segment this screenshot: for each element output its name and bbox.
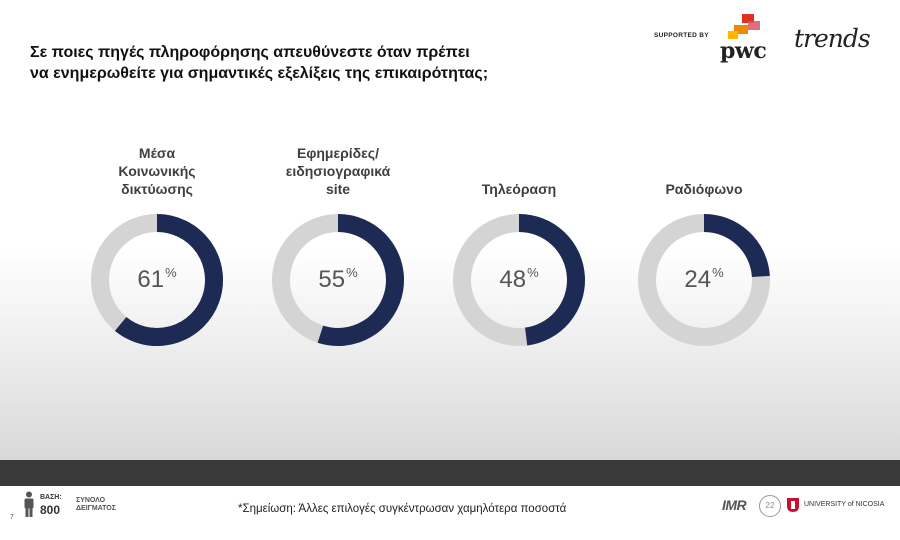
university-shield-icon xyxy=(787,498,799,512)
base-label: ΒΑΣΗ: xyxy=(40,494,62,501)
pwc-logo-mark-icon xyxy=(728,14,760,39)
page-number: 7 xyxy=(10,514,14,521)
category-label-line: Ραδιόφωνο xyxy=(665,181,743,197)
value-unit: % xyxy=(165,265,177,280)
anniversary-badge: 22 xyxy=(759,495,781,517)
sample-label: ΣΥΝΟΛΟ ΔΕΙΓΜΑΤΟΣ xyxy=(76,497,116,513)
value-number: 48 xyxy=(499,266,527,293)
sample-label-line-2: ΔΕΙΓΜΑΤΟΣ xyxy=(76,505,116,512)
category-label-line: Μέσα xyxy=(138,145,176,161)
value-unit: % xyxy=(712,265,724,280)
category-label-line: δικτύωσης xyxy=(121,181,193,197)
value-label-2: 55% xyxy=(278,265,398,294)
category-label-3: Τηλεόραση xyxy=(439,180,599,198)
trends-logo: trends xyxy=(794,24,871,53)
value-label-1: 61% xyxy=(97,265,217,294)
category-label-line: Κοινωνικής xyxy=(118,163,196,179)
value-unit: % xyxy=(527,265,539,280)
category-label-line: site xyxy=(325,181,351,197)
category-label-line: Τηλεόραση xyxy=(481,181,557,197)
value-label-3: 48% xyxy=(459,265,579,294)
title-line-2: να ενημερωθείτε για σημαντικές εξελίξεις… xyxy=(30,65,489,82)
footer-band xyxy=(0,460,900,486)
page-title: Σε ποιες πηγές πληροφόρησης απευθύνεστε … xyxy=(30,42,630,84)
category-label-line: Εφημερίδες/ xyxy=(297,145,379,161)
value-number: 55 xyxy=(318,266,346,293)
pwc-logo: pwc xyxy=(720,38,767,64)
category-label-4: Ραδιόφωνο xyxy=(624,180,784,198)
footer: ΒΑΣΗ: 800 ΣΥΝΟΛΟ ΔΕΙΓΜΑΤΟΣ 7 *Σημείωση: … xyxy=(0,486,900,540)
value-unit: % xyxy=(346,265,358,280)
category-label-1: Μέσα Κοινωνικής δικτύωσης xyxy=(77,144,237,198)
donut-segment-3 xyxy=(518,214,585,346)
value-number: 61 xyxy=(137,266,165,293)
donut-segment-2 xyxy=(317,214,404,346)
footnote: *Σημείωση: Άλλες επιλογές συγκέντρωσαν χ… xyxy=(238,503,567,515)
base-value: 800 xyxy=(40,503,61,517)
category-label-line: ειδησιογραφικά xyxy=(285,163,391,179)
title-line-1: Σε ποιες πηγές πληροφόρησης απευθύνεστε … xyxy=(30,44,470,61)
donut-segment-4 xyxy=(703,214,770,278)
value-number: 24 xyxy=(684,266,712,293)
imr-logo: IMR xyxy=(722,497,747,513)
category-label-2: Εφημερίδες/ειδησιογραφικά site xyxy=(258,144,418,198)
sample-label-line-1: ΣΥΝΟΛΟ xyxy=(76,497,106,504)
value-label-4: 24% xyxy=(644,265,764,294)
person-icon xyxy=(24,491,34,517)
donut-chart xyxy=(91,214,770,346)
sponsor-logos: SUPPORTED BY pwc trends xyxy=(654,12,884,72)
supported-by-label: SUPPORTED BY xyxy=(654,32,709,39)
donut-segment-1 xyxy=(114,214,223,346)
university-logo: UNIVERSITY of NICOSIA xyxy=(804,501,885,508)
